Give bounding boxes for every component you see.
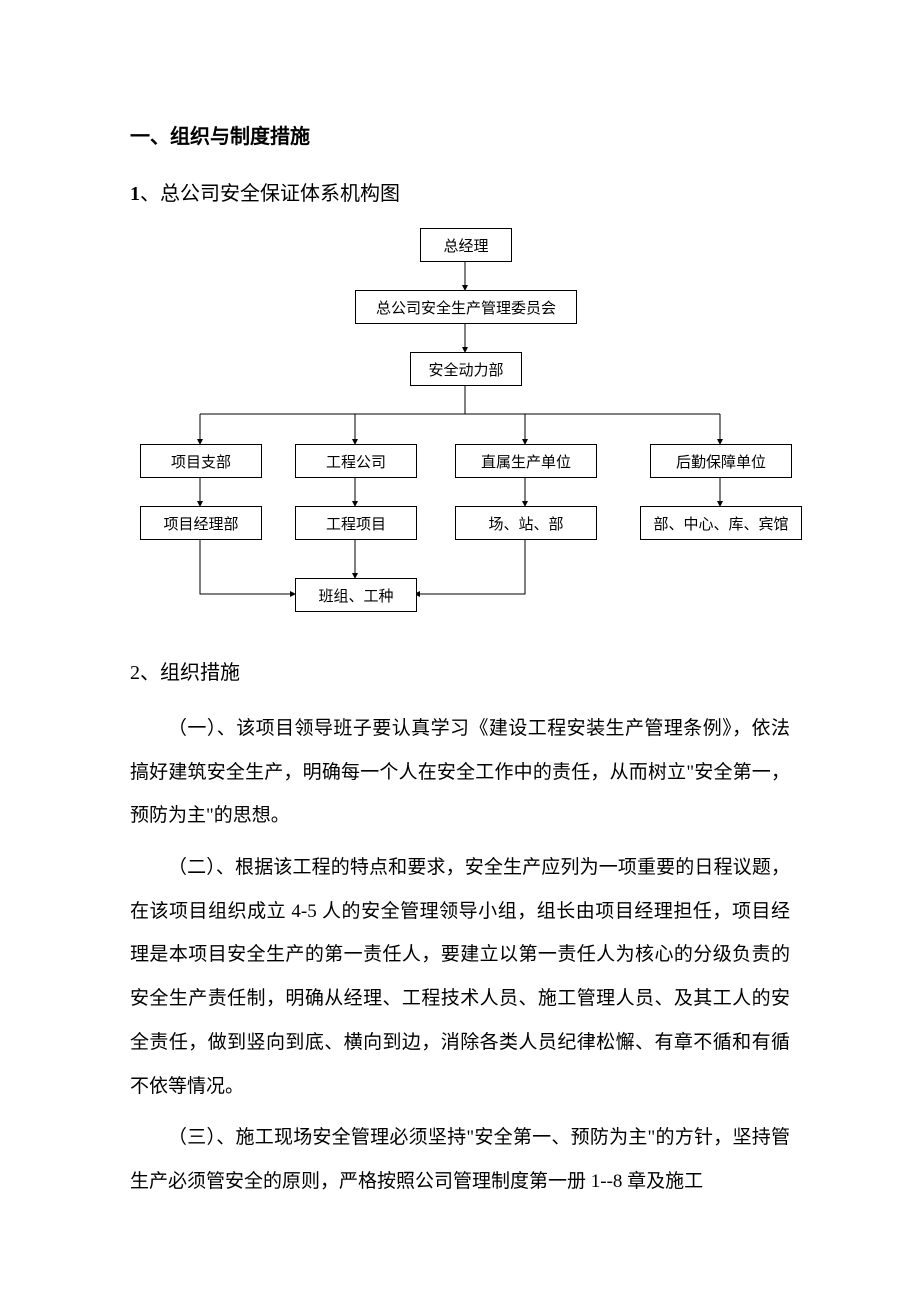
flowchart-connectors bbox=[120, 228, 840, 628]
flowchart-node-gm: 总经理 bbox=[420, 228, 512, 262]
flowchart-node-b4a: 后勤保障单位 bbox=[650, 444, 792, 478]
flowchart-node-bottom: 班组、工种 bbox=[295, 578, 417, 612]
document-page: 一、组织与制度措施 1、总公司安全保证体系机构图 总经理总公司安全生产管理委员会… bbox=[0, 0, 920, 1272]
flowchart-node-b3a: 直属生产单位 bbox=[455, 444, 597, 478]
flowchart-node-b1b: 项目经理部 bbox=[140, 506, 262, 540]
flowchart-node-b4b: 部、中心、库、宾馆 bbox=[640, 506, 802, 540]
heading-level-2-a: 1、总公司安全保证体系机构图 bbox=[130, 177, 790, 206]
flowchart-node-b2b: 工程项目 bbox=[295, 506, 417, 540]
org-flowchart: 总经理总公司安全生产管理委员会安全动力部项目支部工程公司 直属生产单位 后勤保障单位… bbox=[120, 228, 840, 628]
paragraph-1: （一）、该项目领导班子要认真学习《建设工程安装生产管理条例》，依法搞好建筑安全生… bbox=[130, 707, 790, 838]
heading-level-1: 一、组织与制度措施 bbox=[130, 120, 790, 149]
flowchart-node-b2a: 工程公司 bbox=[295, 444, 417, 478]
heading-2a-text: 、总公司安全保证体系机构图 bbox=[140, 183, 400, 205]
flowchart-node-committee: 总公司安全生产管理委员会 bbox=[355, 290, 577, 324]
paragraph-2: （二）、根据该工程的特点和要求，安全生产应列为一项重要的日程议题，在该项目组织成… bbox=[130, 846, 790, 1108]
flowchart-node-b3b: 场、站、部 bbox=[455, 506, 597, 540]
paragraph-3: （三）、施工现场安全管理必须坚持"安全第一、预防为主"的方针，坚持管生产必须管安… bbox=[130, 1116, 790, 1203]
flowchart-node-safety: 安全动力部 bbox=[410, 352, 522, 386]
flowchart-node-b1a: 项目支部 bbox=[140, 444, 262, 478]
heading-2a-number: 1 bbox=[130, 183, 140, 205]
heading-level-2-b: 2、组织措施 bbox=[130, 656, 790, 685]
